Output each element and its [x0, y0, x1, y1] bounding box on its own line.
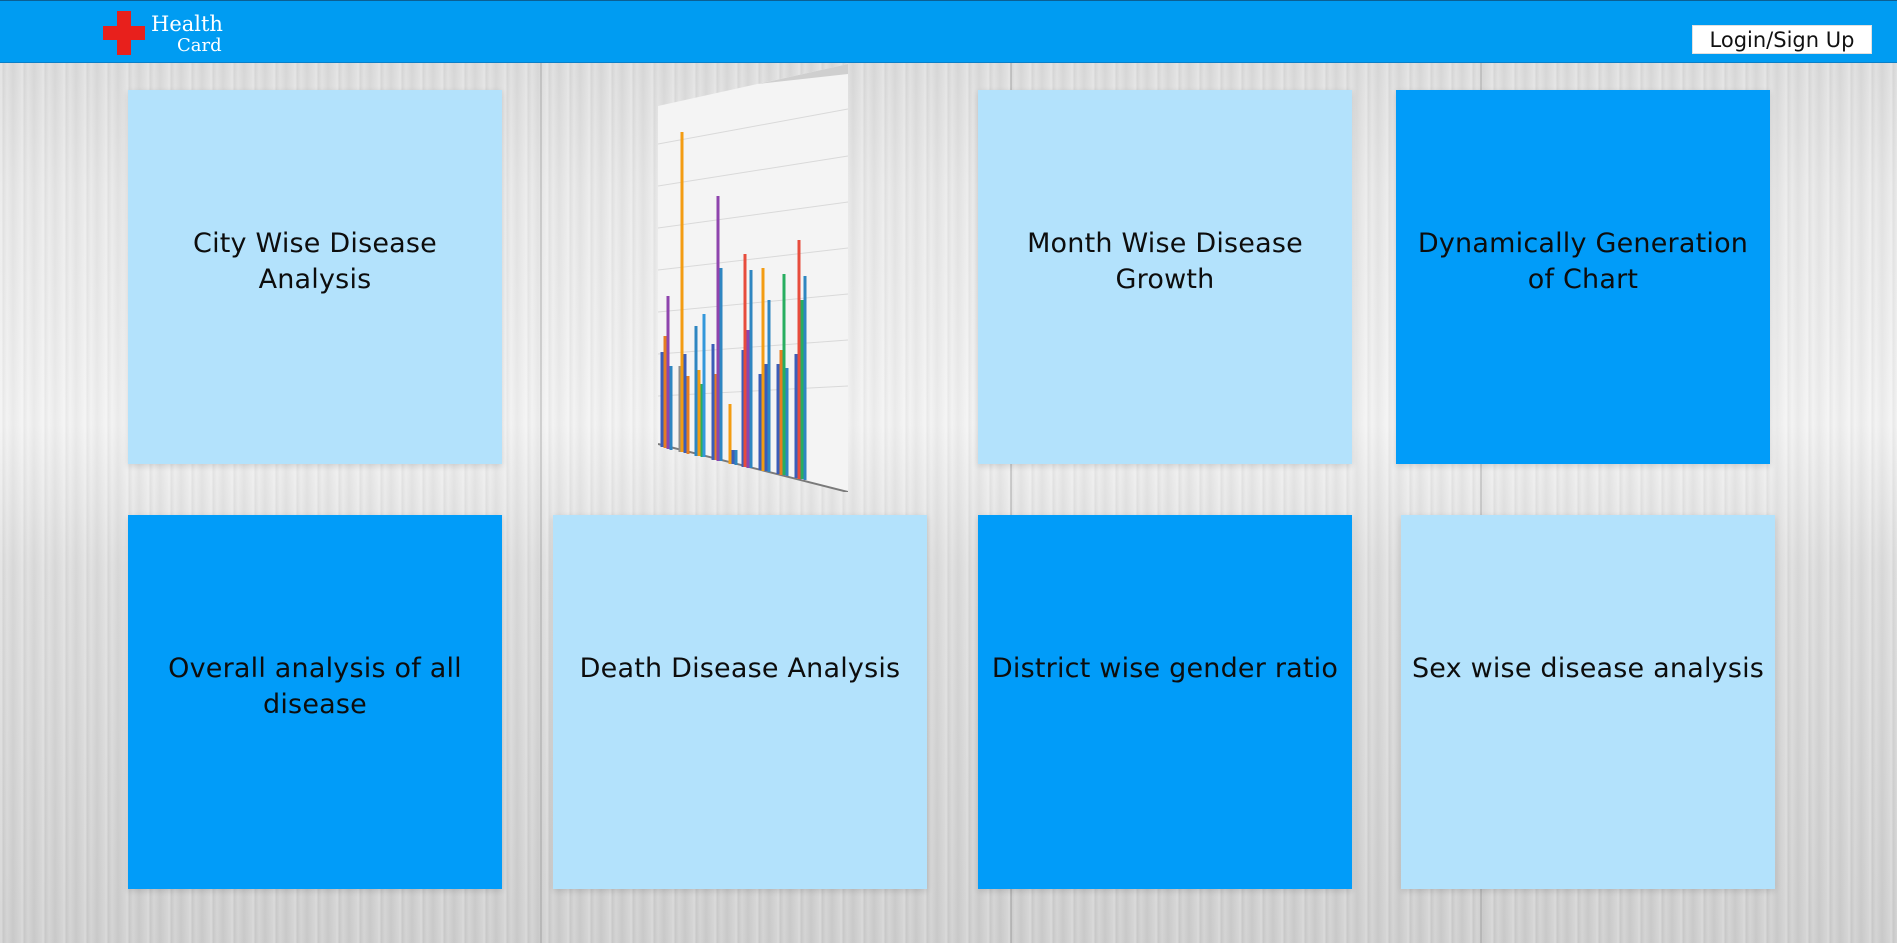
tile-district-gender-ratio[interactable]: District wise gender ratio	[978, 515, 1352, 889]
tile-label: Month Wise Disease Growth	[1027, 228, 1303, 295]
tile-dynamic-chart-generation[interactable]: Dynamically Generation of Chart	[1396, 90, 1770, 464]
health-card-logo[interactable]: Health Card	[103, 11, 233, 57]
tile-city-wise-disease-analysis[interactable]: City Wise Disease Analysis	[128, 90, 502, 464]
tile-label: Overall analysis of all disease	[168, 653, 462, 720]
tile-label: City Wise Disease Analysis	[193, 228, 437, 295]
tile-label: District wise gender ratio	[991, 653, 1339, 684]
tile-label: Dynamically Generation of Chart	[1417, 228, 1749, 295]
red-cross-icon	[103, 11, 145, 55]
tile-overall-disease-analysis[interactable]: Overall analysis of all disease	[128, 515, 502, 889]
top-navbar: Health Card Login/Sign Up	[0, 0, 1897, 63]
flipping-chart-card[interactable]	[658, 64, 848, 492]
tile-sex-wise-disease-analysis[interactable]: Sex wise disease analysis	[1401, 515, 1775, 889]
logo-text-health: Health	[151, 12, 223, 36]
tile-month-wise-disease-growth[interactable]: Month Wise Disease Growth	[978, 90, 1352, 464]
background-seam	[540, 63, 542, 943]
tile-label: Death Disease Analysis	[579, 653, 901, 684]
bar-chart-flip-card-icon	[658, 64, 848, 492]
logo-text-card: Card	[177, 35, 222, 56]
login-signup-button[interactable]: Login/Sign Up	[1692, 25, 1872, 54]
tile-label: Sex wise disease analysis	[1411, 653, 1765, 684]
background-seam	[1480, 63, 1482, 943]
background-seam	[1010, 63, 1012, 943]
tile-death-disease-analysis[interactable]: Death Disease Analysis	[553, 515, 927, 889]
